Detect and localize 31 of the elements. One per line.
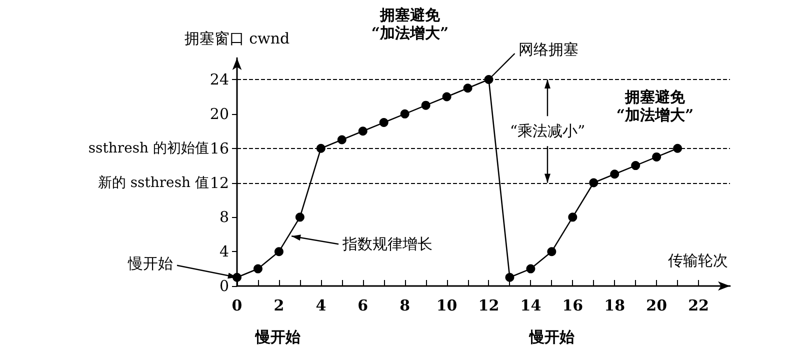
x-tick-label: 0 [232,296,242,314]
x-tick-label: 4 [316,296,326,314]
y-axis-title: 拥塞窗口 cwnd [184,30,290,48]
y-tick-label: 20 [210,104,229,123]
x-tick-label: 14 [520,296,542,314]
annotation: 慢开始 [127,254,173,272]
y-tick-label: 0 [219,277,229,295]
y-tick-label: 12 [210,174,229,192]
y-tick-label: 16 [210,139,229,158]
x-tick-label: 22 [688,296,709,314]
text: 慢开始 [254,328,302,346]
annotation: 网络拥塞 [518,40,579,59]
x-tick-label: 2 [274,296,284,314]
x-axis-title: 传输轮次 [668,252,728,270]
y-tick-label: 8 [219,208,229,226]
annotation: “乘法减小” [510,122,586,140]
x-tick-label: 20 [646,296,668,314]
x-tick-label: 10 [436,296,458,314]
ref-line-label: 新的 ssthresh 值 [98,174,209,191]
annotation: 拥塞避免 “加法增大” [616,88,694,124]
x-tick-label: 18 [604,296,626,314]
x-tick-label: 12 [478,296,500,314]
text: 拥塞避免 “加法增大” [371,6,449,42]
y-tick-label: 4 [219,242,229,261]
x-tick-label: 6 [358,296,368,314]
x-tick-label: 16 [562,296,584,314]
annotation: 指数规律增长 [342,235,433,254]
x-tick-label: 8 [400,296,410,314]
y-tick-label: 24 [210,70,229,89]
ref-line-label: ssthresh 的初始值 [88,140,209,156]
text: 慢开始 [528,328,576,346]
